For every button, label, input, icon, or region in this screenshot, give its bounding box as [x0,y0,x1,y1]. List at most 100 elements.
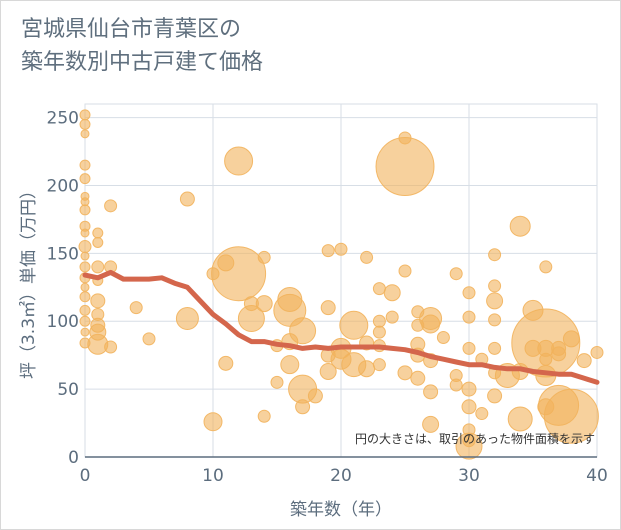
bubble-point [79,291,91,303]
bubble-point [307,388,323,404]
bubble-point [92,236,104,248]
bubble-point [90,293,106,309]
bubble-point [449,378,463,392]
x-axis-title: 築年数（年） [290,500,392,520]
bubble-point [79,315,91,327]
bubble-point [543,388,599,444]
bubble-point [461,399,477,415]
bubble-point [79,118,91,130]
bubble-point [218,355,234,371]
bubble-point [79,304,91,316]
bubble-point [104,340,118,354]
bubble-point [398,264,412,278]
bubble-point [80,251,90,261]
bubble-point [397,365,413,381]
bubble-point [507,406,533,432]
bubble-point [488,341,502,355]
bubble-point [488,248,502,262]
bubble-point [562,330,580,348]
y-tick-label: 200 [47,176,79,196]
bubble-point [410,370,426,386]
bubble-point [488,313,502,327]
bubble-point [372,325,386,339]
bubble-point [79,109,91,121]
bubble-point [334,242,348,256]
bubble-point [372,282,386,296]
bubble-point [79,173,91,185]
y-tick-label: 100 [47,312,79,332]
bubble-point [91,260,105,274]
bubble-point [509,215,531,237]
bubble-point [203,412,223,432]
bubble-point [488,279,502,293]
bubble-point [487,388,503,404]
bubble-point [129,301,143,315]
bubble-point [321,244,335,258]
bubble-point [358,360,376,378]
y-tick-label: 150 [47,244,79,264]
bubble-point [80,228,90,238]
bubble-point [79,261,91,273]
bubble-point [383,284,401,302]
x-tick-label: 0 [80,466,91,486]
bubble-point [79,159,91,171]
bubble-point [319,362,337,380]
bubble-point [175,307,199,331]
bubble-point [486,292,504,310]
x-tick-label: 30 [458,466,480,486]
chart-title: 宮城県仙台市青葉区の 築年数別中古戸建て価格 [21,13,263,79]
bubble-point [257,409,271,423]
bubble-point [224,146,254,176]
bubble-point [590,345,604,359]
x-tick-label: 40 [586,466,608,486]
bubble-point [80,327,90,337]
bubble-point [104,199,118,213]
line-layer [82,269,600,385]
bubble-point [539,352,553,366]
bubble-point [462,341,476,355]
bubble-point [78,240,92,254]
bubble-point [375,136,435,196]
bubble-point [421,314,441,334]
bubble-point [372,358,386,372]
bubble-point [462,310,476,324]
bubble-point [449,267,463,281]
bubble-point [475,407,489,421]
bubble-point [436,331,450,345]
bubble-point [211,246,267,302]
bubble-point [385,310,399,324]
bubble-point [360,250,374,264]
bubble-point [237,305,265,333]
y-tick-label: 250 [47,109,79,129]
y-axis-title: 坪（3.3㎡）単価（万円） [19,182,39,379]
bubble-point [462,286,476,300]
bubble-point [142,332,156,346]
bubble-point [257,250,271,264]
chart-title-line-1: 宮城県仙台市青葉区の [21,17,242,42]
bubble-point [461,381,477,397]
bubble-point [80,282,90,292]
x-tick-label: 20 [330,466,352,486]
y-tick-label: 0 [68,448,79,468]
bubble-point [339,310,369,340]
bubble-point [270,375,284,389]
bubble-point [551,346,567,362]
bubble-point [455,432,483,460]
average-price-line [82,269,600,385]
bubble-point [423,384,439,400]
x-tick-label: 10 [202,466,224,486]
bubble-point [255,295,273,313]
bubble-point [372,314,386,328]
bubble-point [280,355,300,375]
bubble-point [179,191,195,207]
bubble-point [576,353,592,369]
bubble-point [80,129,90,139]
y-tick-label: 50 [57,380,79,400]
bubble-point [422,415,440,433]
bubble-point [79,204,91,216]
size-note: 円の大きさは、取引のあった物件面積を示す [355,431,595,446]
chart-title-line-2: 築年数別中古戸建て価格 [21,50,264,75]
bubble-point [539,260,553,274]
